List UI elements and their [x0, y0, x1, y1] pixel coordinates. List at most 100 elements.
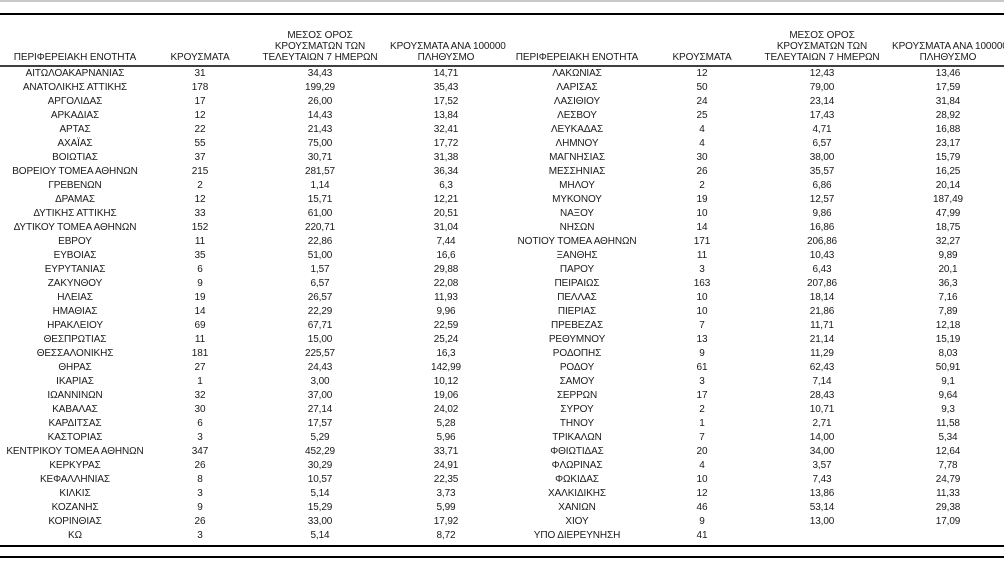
cell-cases: 171	[693, 236, 711, 247]
cell-cases: 37	[194, 152, 206, 163]
cell-cases: 14	[696, 222, 708, 233]
cell-avg7: 5,29	[310, 432, 330, 443]
cell-region: ΘΕΣΠΡΩΤΙΑΣ	[43, 334, 107, 345]
cell-per100k: 17,52	[433, 96, 459, 107]
table-row: ΓΡΕΒΕΝΩΝ 2 1,14 6,3	[0, 179, 502, 193]
cell-per100k: 13,84	[433, 110, 459, 121]
top-black-rule	[0, 13, 1004, 15]
cell-region: ΒΟΡΕΙΟΥ ΤΟΜΕΑ ΑΘΗΝΩΝ	[12, 166, 138, 177]
cell-cases: 26	[696, 166, 708, 177]
table-row: ΒΟΡΕΙΟΥ ΤΟΜΕΑ ΑΘΗΝΩΝ 215 281,57 36,34	[0, 165, 502, 179]
cell-per100k: 5,28	[436, 418, 456, 429]
cell-cases: 69	[194, 320, 206, 331]
table-row: ΚΕΝΤΡΙΚΟΥ ΤΟΜΕΑ ΑΘΗΝΩΝ 347 452,29 33,71	[0, 445, 502, 459]
cell-per100k: 20,1	[938, 264, 958, 275]
cell-cases: 24	[696, 96, 708, 107]
cell-cases: 33	[194, 208, 206, 219]
cell-region: ΣΕΡΡΩΝ	[556, 390, 598, 401]
cell-region: ΑΡΓΟΛΙΔΑΣ	[47, 96, 103, 107]
column-header-avg7: ΜΕΣΟΣ ΟΡΟΣ ΚΡΟΥΣΜΑΤΩΝ ΤΩΝ ΤΕΛΕΥΤΑΙΩΝ 7 ΗΜΕ…	[752, 15, 892, 67]
cell-per100k: 12,18	[935, 320, 961, 331]
cell-per100k: 32,41	[433, 124, 459, 135]
cell-region: ΚΕΡΚΥΡΑΣ	[49, 460, 101, 471]
cell-avg7: 16,86	[809, 222, 835, 233]
cell-avg7: 67,71	[307, 320, 333, 331]
cell-cases: 12	[696, 488, 708, 499]
cell-cases: 10	[696, 292, 708, 303]
cell-per100k: 8,72	[436, 530, 456, 541]
table-row: ΡΕΘΥΜΝΟΥ 13 21,14 15,19	[502, 333, 1004, 347]
cell-region: ΔΡΑΜΑΣ	[55, 194, 95, 205]
cell-per100k: 29,38	[935, 502, 961, 513]
cell-cases: 19	[696, 194, 708, 205]
cell-region: ΡΕΘΥΜΝΟΥ	[548, 334, 606, 345]
cell-region: ΗΡΑΚΛΕΙΟΥ	[47, 320, 103, 331]
cell-region: ΓΡΕΒΕΝΩΝ	[48, 180, 102, 191]
cell-avg7: 75,00	[307, 138, 333, 149]
cell-per100k: 50,91	[935, 362, 961, 373]
cell-region: ΝΗΣΩΝ	[559, 222, 595, 233]
cell-cases: 215	[191, 166, 209, 177]
cell-cases: 35	[194, 250, 206, 261]
table-row: ΤΗΝΟΥ 1 2,71 11,58	[502, 417, 1004, 431]
cell-region: ΛΕΥΚΑΔΑΣ	[550, 124, 604, 135]
cell-cases: 32	[194, 390, 206, 401]
bottom-black-rule-upper	[0, 545, 1004, 547]
cell-per100k: 24,79	[935, 474, 961, 485]
table-row: ΛΑΚΩΝΙΑΣ 12 12,43 13,46	[502, 66, 1004, 81]
cell-region: ΑΡΤΑΣ	[59, 124, 91, 135]
cell-cases: 7	[699, 320, 705, 331]
cell-region: ΜΥΚΟΝΟΥ	[552, 194, 602, 205]
table-row: ΑΙΤΩΛΟΑΚΑΡΝΑΝΙΑΣ 31 34,43 14,71	[0, 66, 502, 81]
table-row: ΚΑΡΔΙΤΣΑΣ 6 17,57 5,28	[0, 417, 502, 431]
column-header-region: ΠΕΡΙΦΕΡΕΙΑΚΗ ΕΝΟΤΗΤΑ	[0, 15, 150, 67]
cell-per100k: 9,1	[941, 376, 955, 387]
cell-avg7: 14,43	[307, 110, 333, 121]
table-row: ΝΑΞΟΥ 10 9,86 47,99	[502, 207, 1004, 221]
table-row: ΠΑΡΟΥ 3 6,43 20,1	[502, 263, 1004, 277]
table-row: ΕΥΒΟΙΑΣ 35 51,00 16,6	[0, 249, 502, 263]
cell-region: ΚΙΛΚΙΣ	[59, 488, 91, 499]
cell-cases: 3	[197, 530, 203, 541]
cell-per100k: 6,3	[439, 180, 453, 191]
cell-per100k: 36,34	[433, 166, 459, 177]
table-row: ΔΡΑΜΑΣ 12 15,71 12,21	[0, 193, 502, 207]
cell-avg7: 10,57	[307, 474, 333, 485]
cell-per100k: 47,99	[935, 208, 961, 219]
cell-cases: 9	[699, 348, 705, 359]
table-row: ΠΕΛΛΑΣ 10 18,14 7,16	[502, 291, 1004, 305]
cell-avg7: 11,71	[810, 320, 834, 331]
table-row: ΙΩΑΝΝΙΝΩΝ 32 37,00 19,06	[0, 389, 502, 403]
table-row: ΣΕΡΡΩΝ 17 28,43 9,64	[502, 389, 1004, 403]
cell-cases: 9	[197, 502, 203, 513]
table-row: ΠΡΕΒΕΖΑΣ 7 11,71 12,18	[502, 319, 1004, 333]
cell-region: ΑΝΑΤΟΛΙΚΗΣ ΑΤΤΙΚΗΣ	[22, 82, 128, 93]
cell-cases: 1	[699, 418, 705, 429]
cell-avg7: 53,14	[809, 502, 835, 513]
cell-region: ΚΑΡΔΙΤΣΑΣ	[48, 418, 102, 429]
cell-cases: 3	[699, 376, 705, 387]
cell-cases: 25	[696, 110, 708, 121]
cell-region: ΚΕΦΑΛΛΗΝΙΑΣ	[39, 474, 111, 485]
cell-avg7: 6,86	[812, 180, 832, 191]
cell-per100k: 7,89	[938, 306, 958, 317]
cell-per100k: 17,92	[433, 516, 459, 527]
column-header-per100k: ΚΡΟΥΣΜΑΤΑ ΑΝΑ 100000 ΠΛΗΘΥΣΜΟ	[892, 15, 1004, 67]
cell-avg7: 10,71	[809, 404, 835, 415]
cell-cases: 4	[699, 138, 705, 149]
cell-region: ΛΕΣΒΟΥ	[557, 110, 597, 121]
cell-per100k: 15,79	[935, 152, 961, 163]
cell-avg7: 17,57	[307, 418, 333, 429]
cell-avg7: 281,57	[305, 166, 335, 177]
table-row: ΘΗΡΑΣ 27 24,43 142,99	[0, 361, 502, 375]
cell-per100k: 17,09	[935, 516, 961, 527]
cell-cases: 7	[699, 432, 705, 443]
cell-cases: 14	[194, 306, 206, 317]
cell-cases: 12	[194, 110, 206, 121]
cell-per100k: 11,58	[936, 418, 960, 429]
cell-region: ΜΕΣΣΗΝΙΑΣ	[548, 166, 606, 177]
cell-avg7: 13,86	[809, 488, 835, 499]
cell-avg7: 51,00	[307, 250, 333, 261]
cell-region: ΡΟΔΟΠΗΣ	[552, 348, 602, 359]
